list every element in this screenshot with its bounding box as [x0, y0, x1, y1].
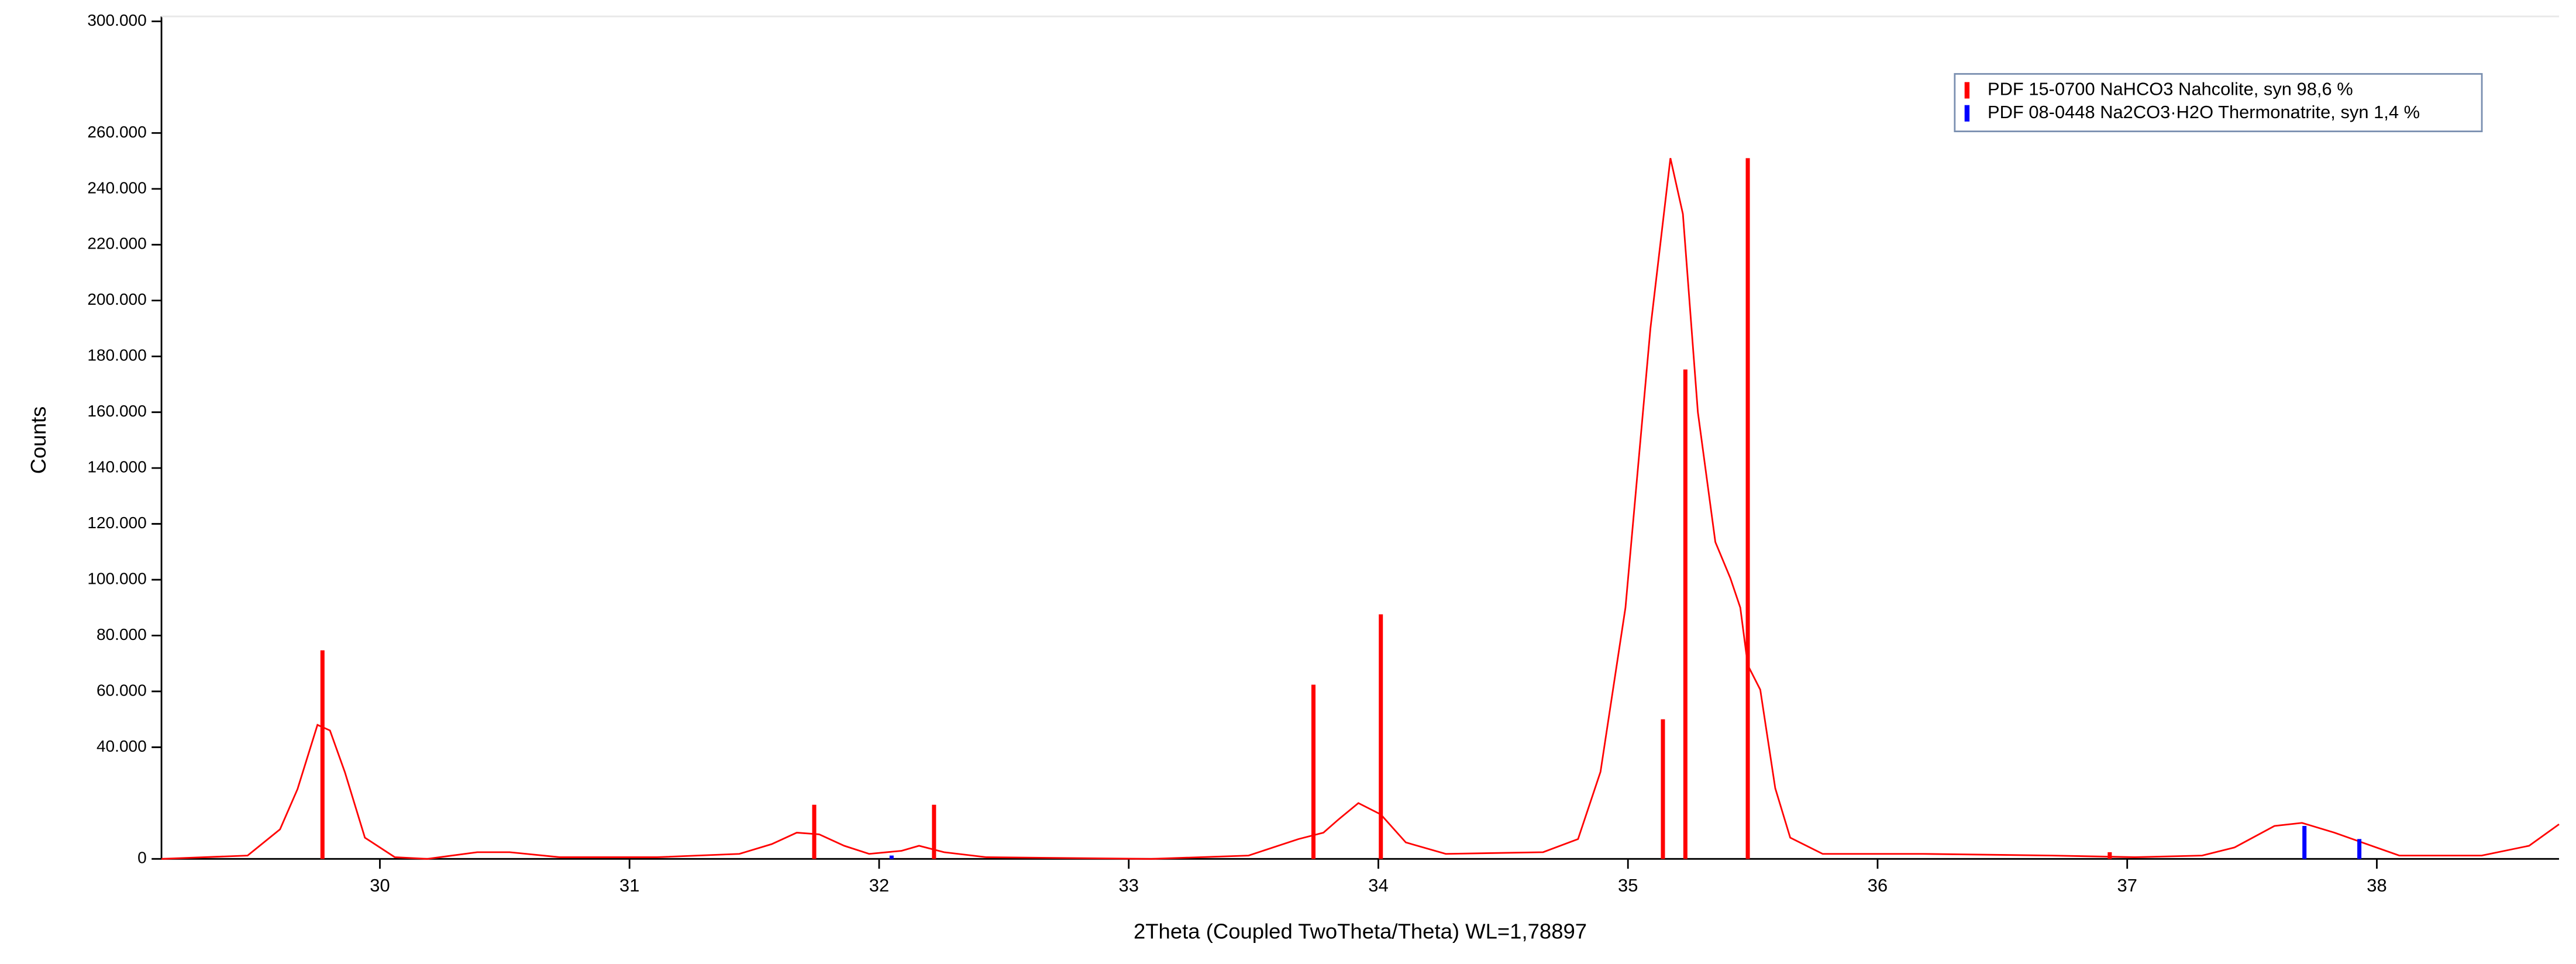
x-tick-label: 31 [619, 875, 639, 896]
legend-marker [1964, 105, 1970, 122]
y-tick-label: 100.000 [87, 569, 146, 587]
y-tick-label: 300.000 [87, 11, 146, 29]
x-tick-label: 34 [1368, 875, 1388, 896]
y-tick-label: 220.000 [87, 235, 146, 253]
y-tick-label: 120.000 [87, 514, 146, 532]
legend-label: PDF 15-0700 NaHCO3 Nahcolite, syn 98,6 % [1988, 79, 2353, 99]
pattern-line [161, 158, 2560, 860]
y-tick-label: 260.000 [87, 123, 146, 141]
x-tick-label: 38 [2367, 875, 2386, 896]
legend [1954, 73, 2483, 133]
y-tick-label: 180.000 [87, 346, 146, 364]
x-tick-label: 32 [869, 875, 889, 896]
y-tick-label: 0 [137, 849, 147, 867]
y-tick-label: 40.000 [97, 737, 147, 755]
legend-marker [1964, 82, 1970, 99]
y-tick-label: 60.000 [97, 681, 147, 699]
x-tick-label: 33 [1119, 875, 1139, 896]
x-tick-label: 37 [2117, 875, 2137, 896]
x-tick-label: 36 [1868, 875, 1888, 896]
y-tick-label: 200.000 [87, 290, 146, 308]
y-tick-label: 240.000 [87, 178, 146, 197]
y-tick-label: 80.000 [97, 625, 147, 643]
y-tick-label: 160.000 [87, 402, 146, 420]
legend-label: PDF 08-0448 Na2CO3·H2O Thermonatrite, sy… [1988, 102, 2420, 122]
x-tick-label: 35 [1618, 875, 1638, 896]
y-tick-label: 140.000 [87, 458, 146, 476]
y-axis-label: Counts [26, 407, 50, 474]
x-axis-label: 2Theta (Coupled TwoTheta/Theta) WL=1,788… [1134, 919, 1587, 943]
x-tick-label: 30 [370, 875, 390, 896]
